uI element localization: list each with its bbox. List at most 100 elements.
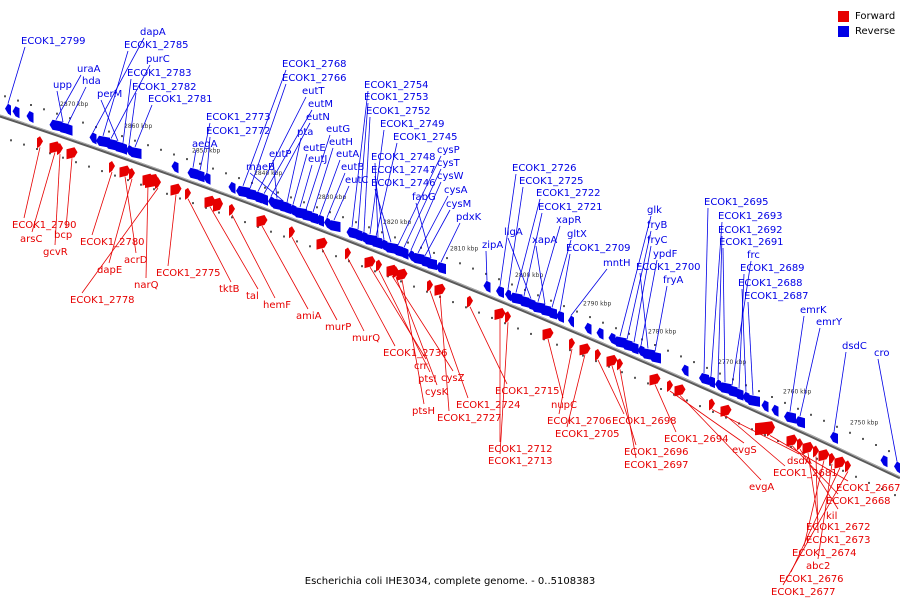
kbp-tick-label: 2780 kbp <box>648 328 676 335</box>
gene-eutm <box>260 193 268 206</box>
gene-label-ecok1-2749: ECOK1_2749 <box>380 119 445 130</box>
reverse-leader-line <box>485 250 488 281</box>
lower-dot <box>595 360 597 363</box>
gene-mnth <box>568 315 574 328</box>
lower-dot <box>205 206 207 209</box>
gene-label-ecok1-2748: ECOK1_2748 <box>371 152 436 163</box>
reverse-leader-line <box>833 351 847 432</box>
upper-dot <box>43 108 45 111</box>
lower-dot <box>244 221 246 224</box>
kbp-tick-label: 2860 kbp <box>124 123 152 130</box>
reverse-leader-line <box>717 235 723 380</box>
upper-dot <box>589 316 591 319</box>
gene-dape <box>129 168 135 180</box>
forward-leader-line <box>81 187 159 294</box>
lower-dot <box>686 399 688 402</box>
gene-label-frya: fryA <box>663 275 684 286</box>
forward-gene-track <box>37 136 851 473</box>
reverse-leader-line <box>639 272 649 349</box>
gene-label-ecok1-2790: ECOK1_2790 <box>12 220 77 231</box>
reverse-leader-line <box>56 90 64 123</box>
lower-dot <box>335 255 337 258</box>
gene-ecok1-2677 <box>845 460 851 473</box>
gene-label-mnth: mntH <box>603 258 631 269</box>
gene-label-murp: murP <box>325 322 351 333</box>
upper-dot <box>147 144 149 147</box>
lower-dot <box>270 230 272 233</box>
gene-ecok1-2780 <box>109 161 115 173</box>
gene-label-frc: frc <box>747 250 760 261</box>
gene-crr <box>364 256 376 269</box>
reverse-gene-arrow <box>880 455 888 468</box>
forward-leader-line <box>321 248 365 332</box>
reverse-leader-line <box>55 74 82 120</box>
kbp-tick-label: 2850 kbp <box>192 147 220 154</box>
gene-ecok1-2726 <box>496 286 504 298</box>
reverse-gene-arrow <box>771 404 779 417</box>
gene-ecok1-2668 <box>786 434 798 447</box>
gene-label-ptsi: ptsI <box>418 374 436 385</box>
reverse-leader-line <box>640 259 658 346</box>
gene-ecok1-2724 <box>427 279 433 292</box>
gene-ecok1-2693 <box>707 376 715 389</box>
gene-label-ecok1-2768: ECOK1_2768 <box>282 59 347 70</box>
gene-ecok1-2673 <box>813 445 819 458</box>
gene-bcp <box>66 147 78 160</box>
gene-label-eutn: eutN <box>306 112 330 123</box>
forward-gene-arrow <box>213 197 223 212</box>
gene-ecok1-2687 <box>746 394 760 407</box>
gene-pta <box>282 202 292 215</box>
gene-label-uraa: uraA <box>77 64 101 75</box>
kbp-tick-label: 2830 kbp <box>318 194 346 201</box>
backbone-highlight <box>0 114 900 478</box>
gene-ecok1-2766 <box>244 188 256 201</box>
gene-murp <box>289 226 295 239</box>
lower-dot <box>309 245 311 248</box>
lower-dot <box>75 161 77 164</box>
gene-label-ecok1-2745: ECOK1_2745 <box>393 132 458 143</box>
gene-ecok1-2681 <box>720 404 732 417</box>
forward-leader-line <box>145 184 149 279</box>
reverse-gene-arrow <box>391 243 399 256</box>
upper-dot <box>537 294 539 297</box>
forward-leader-line <box>369 266 427 360</box>
lower-dot <box>23 143 25 146</box>
reverse-gene-arrow <box>584 322 592 335</box>
gene-hda <box>63 123 73 136</box>
lower-dot <box>569 349 571 352</box>
forward-leader-line <box>807 452 819 521</box>
upper-dot <box>784 401 786 404</box>
gene-ecok1-2781 <box>128 147 142 159</box>
lower-dot <box>361 265 363 268</box>
gene-label-purc: purC <box>146 54 170 65</box>
lower-dot <box>517 327 519 330</box>
reverse-leader-line <box>199 122 211 171</box>
reverse-leader-line <box>67 86 87 124</box>
upper-dot <box>472 267 474 270</box>
gene-aega <box>187 167 199 180</box>
gene-label-ecok1-2781: ECOK1_2781 <box>148 94 213 105</box>
upper-dot <box>368 226 370 229</box>
forward-leader-line <box>261 225 309 310</box>
reverse-leader-line <box>312 147 334 213</box>
gene-label-upp: upp <box>53 80 72 91</box>
reverse-leader-line <box>7 46 26 104</box>
reverse-leader-line <box>351 90 369 228</box>
forward-leader-line <box>611 365 637 446</box>
forward-leader-line <box>547 338 564 399</box>
gene-label-ecok1-2715: ECOK1_2715 <box>495 386 560 397</box>
gene-label-ecok1-2780: ECOK1_2780 <box>80 237 145 248</box>
lower-dot <box>491 316 493 319</box>
gene-label-ecok1-2753: ECOK1_2753 <box>364 92 429 103</box>
kbp-tick-label: 2760 kbp <box>783 388 811 395</box>
gene-label-ecok1-2687: ECOK1_2687 <box>744 291 809 302</box>
reverse-leader-line <box>654 285 668 352</box>
gene-kil <box>797 438 803 451</box>
upper-dot <box>160 148 162 151</box>
upper-dot <box>758 390 760 393</box>
gene-label-emrk: emrK <box>800 305 827 316</box>
reverse-leader-line <box>102 50 129 136</box>
lower-dot <box>842 469 844 472</box>
forward-leader-line <box>231 214 276 299</box>
reverse-leader-line <box>122 78 132 143</box>
